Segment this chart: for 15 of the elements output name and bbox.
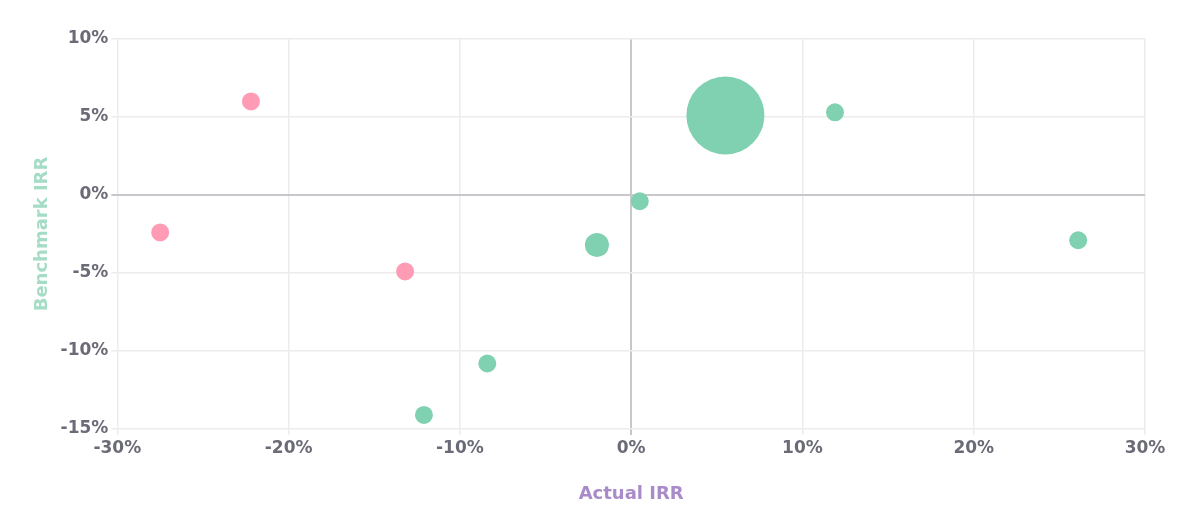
y-axis-title: Benchmark IRR [30, 156, 52, 312]
x-tick-label: 30% [1124, 436, 1166, 457]
y-tick-label: 0% [79, 183, 109, 204]
y-tick-label: -5% [72, 261, 109, 282]
x-tick-label: 0% [616, 436, 646, 457]
y-tick-label: -15% [60, 417, 109, 438]
x-tick-label: -10% [436, 436, 484, 457]
y-tick-label: 5% [79, 105, 109, 126]
x-tick-label: 20% [953, 436, 995, 457]
x-axis-title: Actual IRR [578, 481, 684, 503]
x-tick-label: -20% [264, 436, 313, 457]
y-tick-label: -10% [60, 339, 109, 360]
y-tick-label: 10% [67, 27, 109, 48]
x-tick-label: 10% [782, 436, 823, 457]
x-tick-label: -30% [93, 436, 142, 457]
